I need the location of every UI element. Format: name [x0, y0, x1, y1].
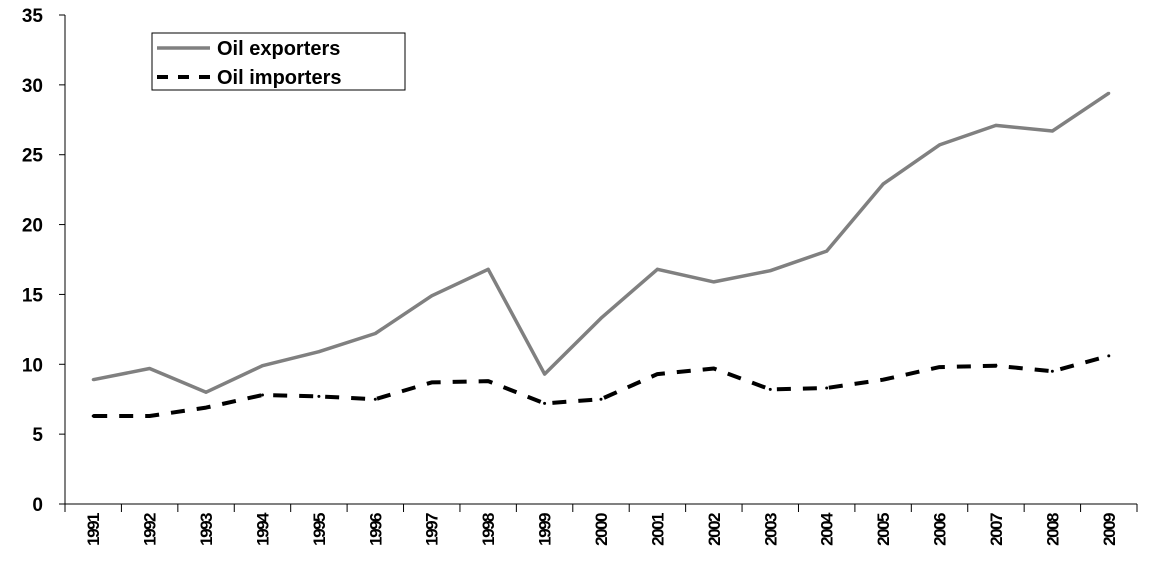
x-tick-label: 2005 [874, 513, 893, 546]
x-tick-label: 1997 [423, 513, 442, 546]
x-tick-label: 2004 [818, 512, 837, 546]
data-point [768, 269, 772, 273]
x-tick-label: 1992 [141, 513, 160, 546]
data-point [655, 267, 659, 271]
x-axis-ticks: 1991 1992 1993 1994 1995 1996 1997 1998 1999 2000… [64, 504, 1138, 546]
series-layer [91, 91, 1111, 418]
data-point [1107, 91, 1111, 95]
y-tick-label: 20 [22, 216, 43, 237]
data-point [543, 401, 547, 405]
series-line-1 [93, 353, 1110, 418]
data-point [994, 123, 998, 127]
y-tick-label: 0 [32, 495, 43, 516]
x-tick-label: 2003 [761, 513, 780, 546]
data-point [599, 397, 603, 401]
legend-label-oil-importers: Oil importers [217, 67, 341, 89]
data-point [543, 372, 547, 376]
y-tick-label: 5 [32, 425, 43, 446]
data-point [1050, 129, 1054, 133]
data-point [994, 364, 998, 368]
data-point [1107, 354, 1111, 358]
x-tick-label: 1998 [479, 513, 498, 546]
data-point [599, 316, 603, 320]
data-point [938, 365, 942, 369]
x-tick-label: 2008 [1043, 513, 1062, 546]
data-point [204, 406, 208, 410]
legend-box [151, 32, 406, 91]
data-point [148, 414, 152, 418]
data-point [204, 390, 208, 394]
x-tick-label: 2000 [592, 513, 611, 546]
data-point [91, 414, 95, 418]
data-point [148, 366, 152, 370]
data-point [373, 332, 377, 336]
data-point [825, 249, 829, 253]
data-point [655, 372, 659, 376]
data-point [881, 182, 885, 186]
legend-label-oil-exporters: Oil exporters [217, 38, 340, 60]
x-tick-label: 1994 [253, 512, 272, 546]
x-tick-label: 2001 [648, 513, 667, 546]
y-tick-label: 35 [22, 6, 44, 27]
data-point [317, 350, 321, 354]
data-point [1050, 369, 1054, 373]
chart-axes [64, 15, 1137, 505]
data-point [712, 366, 716, 370]
x-tick-label: 1991 [84, 513, 103, 546]
data-point [91, 378, 95, 382]
series-line-0 [92, 91, 1110, 394]
data-point [486, 379, 490, 383]
data-point [768, 387, 772, 391]
data-point [712, 280, 716, 284]
y-tick-label: 25 [22, 146, 44, 167]
y-tick-label: 10 [22, 355, 43, 376]
x-tick-label: 1999 [536, 513, 555, 546]
data-point [260, 364, 264, 368]
data-point [881, 378, 885, 382]
data-point [938, 143, 942, 147]
x-tick-label: 1993 [197, 513, 216, 546]
x-tick-label: 1996 [366, 513, 385, 546]
data-point [430, 294, 434, 298]
x-tick-label: 2006 [931, 513, 950, 546]
data-point [825, 386, 829, 390]
data-point [317, 394, 321, 398]
data-point [260, 393, 264, 397]
x-tick-label: 2007 [987, 513, 1006, 546]
data-point [430, 380, 434, 384]
x-tick-label: 1995 [310, 513, 329, 546]
data-point [486, 267, 490, 271]
y-axis-ticks: 0 5 10 15 20 25 30 35 [22, 6, 65, 516]
data-point [373, 397, 377, 401]
x-tick-label: 2009 [1100, 513, 1119, 546]
y-tick-label: 30 [22, 76, 43, 97]
x-tick-label: 2002 [705, 513, 724, 546]
y-tick-label: 15 [22, 285, 44, 306]
legend: Oil exporters Oil importers [151, 32, 406, 91]
